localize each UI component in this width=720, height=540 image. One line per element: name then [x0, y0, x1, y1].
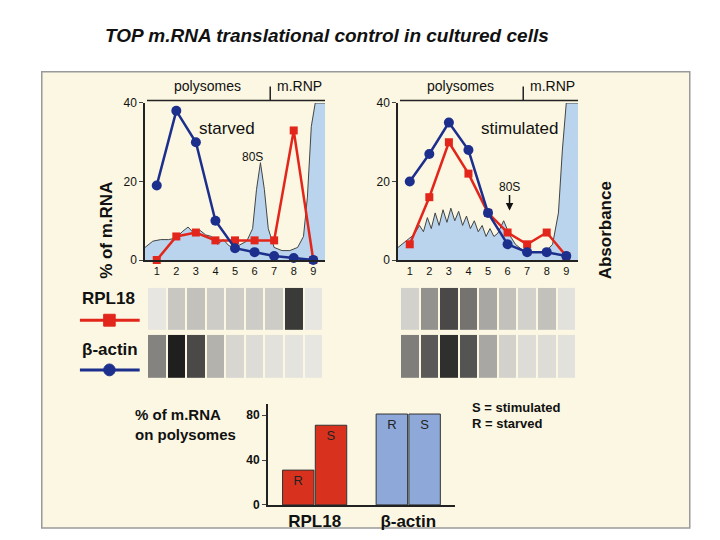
svg-text:40: 40: [123, 96, 137, 110]
svg-text:S: S: [420, 417, 429, 432]
svg-text:9: 9: [310, 265, 316, 277]
svg-text:3: 3: [446, 265, 452, 277]
svg-text:5: 5: [232, 265, 238, 277]
svg-text:S = stimulated: S = stimulated: [472, 400, 561, 415]
svg-text:9: 9: [563, 265, 569, 277]
svg-text:2: 2: [173, 265, 179, 277]
svg-text:40: 40: [377, 96, 391, 110]
svg-text:1: 1: [154, 265, 160, 277]
svg-text:6: 6: [505, 265, 511, 277]
svg-text:80: 80: [246, 408, 260, 422]
svg-text:1: 1: [407, 265, 413, 277]
svg-text:starved: starved: [199, 119, 255, 138]
svg-text:8: 8: [291, 265, 297, 277]
svg-text:β-actin: β-actin: [82, 340, 138, 359]
svg-text:20: 20: [123, 175, 137, 189]
svg-text:% of m.RNAon polysomes: % of m.RNAon polysomes: [135, 406, 236, 443]
svg-text:4: 4: [465, 265, 471, 277]
svg-text:% of m.RNA: % of m.RNA: [97, 182, 116, 279]
svg-text:0: 0: [383, 253, 390, 267]
svg-text:R = starved: R = starved: [472, 416, 543, 431]
svg-text:polysomes: polysomes: [174, 78, 241, 94]
svg-text:80S: 80S: [242, 150, 263, 164]
svg-text:40: 40: [246, 453, 260, 467]
svg-text:5: 5: [485, 265, 491, 277]
svg-text:Absorbance: Absorbance: [596, 181, 615, 279]
svg-text:m.RNP: m.RNP: [277, 78, 322, 94]
svg-text:7: 7: [271, 265, 277, 277]
svg-text:0: 0: [253, 498, 260, 512]
svg-text:R: R: [387, 417, 396, 432]
svg-text:7: 7: [524, 265, 530, 277]
svg-text:20: 20: [377, 175, 391, 189]
svg-text:3: 3: [193, 265, 199, 277]
svg-text:8: 8: [544, 265, 550, 277]
svg-text:2: 2: [426, 265, 432, 277]
svg-text:R: R: [294, 473, 303, 488]
svg-text:β-actin: β-actin: [380, 512, 436, 531]
svg-text:0: 0: [130, 253, 137, 267]
svg-text:m.RNP: m.RNP: [530, 78, 575, 94]
svg-text:polysomes: polysomes: [427, 78, 494, 94]
svg-text:6: 6: [252, 265, 258, 277]
svg-text:S: S: [327, 428, 336, 443]
svg-text:RPL18: RPL18: [288, 512, 341, 531]
svg-text:stimulated: stimulated: [481, 119, 558, 138]
svg-text:80S: 80S: [499, 180, 520, 194]
svg-text:RPL18: RPL18: [82, 289, 135, 308]
svg-text:TOP m.RNA translational contro: TOP m.RNA translational control in cultu…: [105, 25, 549, 46]
svg-text:4: 4: [212, 265, 218, 277]
